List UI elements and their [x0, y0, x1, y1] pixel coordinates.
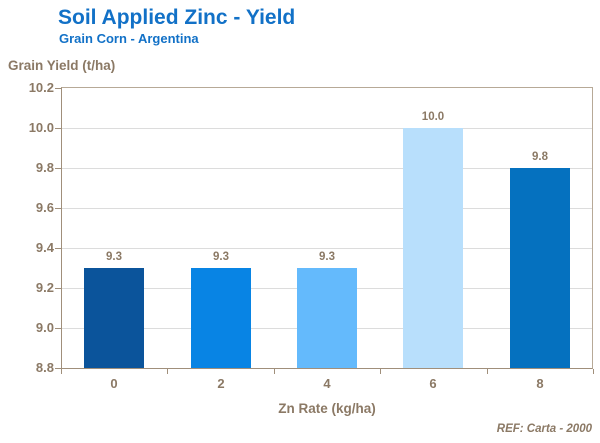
bar-zn-6 [403, 128, 463, 368]
x-category-label: 2 [217, 376, 225, 391]
y-tick-mark [55, 168, 61, 169]
bar-zn-8 [510, 168, 570, 368]
x-tick-mark [380, 369, 381, 374]
bar-value-label: 10.0 [421, 111, 445, 123]
y-tick-mark [55, 248, 61, 249]
bar-zn-0 [84, 268, 144, 368]
bar-value-label: 9.3 [319, 251, 335, 263]
bar-zn-4 [297, 268, 357, 368]
y-tick-mark [55, 88, 61, 89]
x-category-label: 0 [110, 376, 118, 391]
bar-zn-2 [191, 268, 251, 368]
y-tick-label: 9.0 [35, 320, 54, 335]
gridline [62, 168, 592, 169]
bar-value-label: 9.3 [106, 251, 122, 263]
y-tick-label: 10.2 [28, 80, 54, 95]
y-tick-mark [55, 328, 61, 329]
bar-value-label: 9.3 [213, 251, 229, 263]
x-category-label: 6 [429, 376, 437, 391]
gridline [62, 128, 592, 129]
y-tick-mark [55, 288, 61, 289]
y-tick-mark [55, 208, 61, 209]
y-tick-label: 9.2 [35, 280, 54, 295]
x-tick-mark [593, 369, 594, 374]
x-category-label: 4 [323, 376, 331, 391]
x-tick-mark [167, 369, 168, 374]
chart-subtitle: Grain Corn - Argentina [59, 31, 199, 46]
x-axis-title: Zn Rate (kg/ha) [278, 401, 376, 416]
y-tick-label: 9.8 [35, 160, 54, 175]
gridline [62, 248, 592, 249]
x-category-label: 8 [536, 376, 544, 391]
bar-value-label: 9.8 [532, 151, 548, 163]
x-tick-mark [61, 369, 62, 374]
reference-note: REF: Carta - 2000 [496, 423, 592, 435]
y-tick-label: 10.0 [28, 120, 54, 135]
y-tick-mark [55, 128, 61, 129]
y-tick-label: 9.6 [35, 200, 54, 215]
x-tick-mark [274, 369, 275, 374]
y-axis-title: Grain Yield (t/ha) [8, 58, 116, 73]
y-tick-label: 9.4 [35, 240, 54, 255]
y-tick-label: 8.8 [35, 360, 54, 375]
y-tick-mark [55, 368, 61, 369]
chart-title: Soil Applied Zinc - Yield [58, 6, 296, 29]
x-tick-mark [487, 369, 488, 374]
gridline [62, 208, 592, 209]
